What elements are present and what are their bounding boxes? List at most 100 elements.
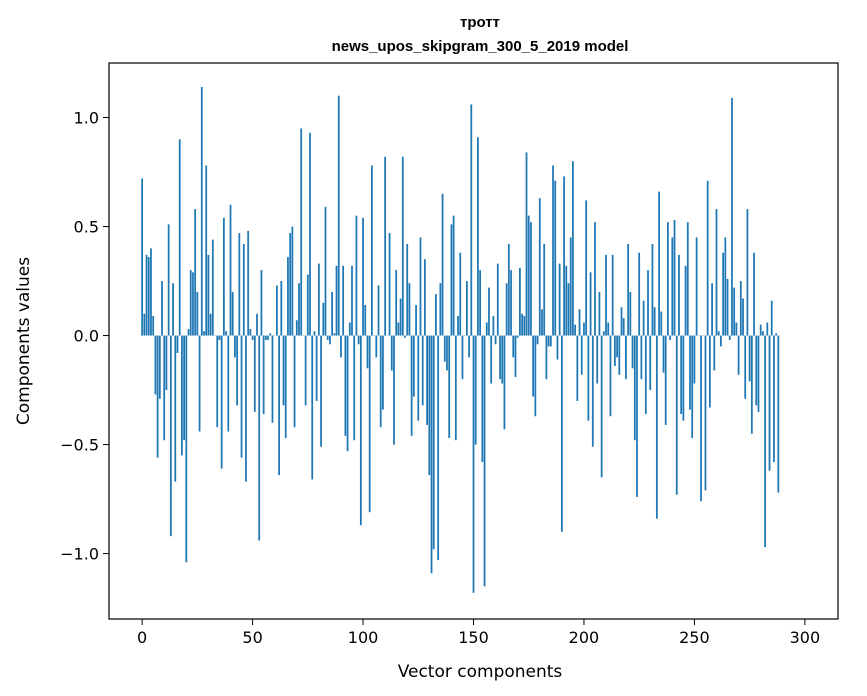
bar bbox=[278, 335, 280, 476]
bar bbox=[735, 322, 738, 336]
bar bbox=[333, 333, 336, 336]
bar bbox=[578, 309, 581, 336]
bar bbox=[459, 252, 462, 336]
bar bbox=[629, 291, 632, 336]
bar bbox=[512, 335, 515, 358]
bar bbox=[569, 237, 572, 336]
bar bbox=[304, 335, 307, 406]
bar bbox=[227, 335, 230, 432]
bar bbox=[192, 272, 194, 336]
bar bbox=[746, 209, 749, 336]
bar bbox=[507, 243, 510, 336]
bar bbox=[536, 335, 539, 345]
bar bbox=[249, 329, 252, 336]
bar bbox=[262, 335, 265, 415]
bar bbox=[377, 285, 380, 336]
bar bbox=[669, 335, 671, 340]
bar bbox=[748, 335, 751, 382]
y-axis-label: Components values bbox=[14, 257, 34, 425]
bar bbox=[282, 335, 285, 406]
bar bbox=[693, 335, 696, 384]
bar bbox=[638, 252, 641, 336]
bar bbox=[291, 226, 294, 336]
bar bbox=[364, 305, 367, 336]
bar bbox=[437, 335, 440, 561]
bar bbox=[412, 335, 415, 397]
bar bbox=[762, 331, 764, 336]
bar bbox=[711, 283, 713, 336]
bar bbox=[662, 335, 665, 373]
bar bbox=[530, 222, 532, 336]
bar bbox=[231, 291, 234, 336]
bar bbox=[757, 335, 760, 412]
bar bbox=[556, 335, 559, 360]
bar bbox=[700, 335, 702, 502]
bar bbox=[653, 307, 656, 336]
bar bbox=[306, 274, 309, 336]
bar bbox=[234, 335, 236, 358]
bar bbox=[633, 335, 636, 441]
bar bbox=[320, 335, 322, 447]
bar bbox=[753, 252, 755, 336]
bar bbox=[591, 335, 594, 447]
bar bbox=[419, 237, 422, 336]
bar bbox=[207, 254, 210, 336]
bar bbox=[682, 335, 685, 421]
x-axis-label: Vector components bbox=[398, 662, 563, 682]
bar bbox=[236, 335, 239, 406]
bar bbox=[481, 335, 484, 463]
bar bbox=[636, 335, 638, 497]
bar bbox=[549, 335, 552, 347]
bar bbox=[342, 265, 345, 336]
bar bbox=[773, 335, 775, 463]
bar bbox=[317, 263, 320, 336]
bar bbox=[598, 291, 601, 336]
bar bbox=[225, 331, 227, 336]
bar bbox=[346, 335, 349, 452]
bar bbox=[147, 257, 150, 336]
bar bbox=[713, 335, 716, 371]
bar bbox=[421, 335, 424, 406]
bar bbox=[399, 298, 402, 336]
bars-group bbox=[141, 86, 780, 593]
bar bbox=[673, 219, 676, 336]
bar bbox=[428, 335, 431, 476]
bar bbox=[733, 287, 736, 336]
bar bbox=[371, 165, 373, 336]
bar bbox=[552, 165, 554, 336]
bar bbox=[580, 335, 583, 375]
bar bbox=[417, 335, 420, 421]
bar bbox=[585, 200, 588, 336]
bar bbox=[766, 322, 769, 336]
bar bbox=[280, 281, 283, 336]
bar bbox=[203, 331, 205, 336]
bar bbox=[770, 300, 773, 336]
bar bbox=[404, 335, 406, 338]
bar bbox=[441, 193, 444, 336]
bar bbox=[558, 263, 561, 336]
bar bbox=[145, 254, 148, 336]
chart-title: тротт bbox=[460, 14, 500, 31]
bar bbox=[620, 307, 623, 336]
bar bbox=[538, 198, 541, 336]
x-tick-label: 300 bbox=[790, 628, 821, 647]
bar bbox=[424, 259, 426, 336]
bar bbox=[251, 335, 254, 340]
bar bbox=[289, 233, 292, 336]
bar bbox=[169, 335, 172, 537]
bar bbox=[309, 132, 311, 336]
bar bbox=[704, 335, 707, 491]
bar bbox=[229, 204, 232, 336]
bar bbox=[450, 224, 453, 336]
bar bbox=[739, 281, 742, 336]
bar bbox=[472, 335, 475, 593]
bar bbox=[211, 239, 214, 336]
bar bbox=[187, 329, 190, 336]
bar bbox=[602, 331, 605, 336]
bar bbox=[532, 335, 535, 397]
bar bbox=[660, 311, 663, 336]
bar bbox=[311, 335, 314, 480]
bar bbox=[611, 254, 614, 336]
bar bbox=[247, 230, 250, 336]
bar bbox=[594, 222, 596, 336]
